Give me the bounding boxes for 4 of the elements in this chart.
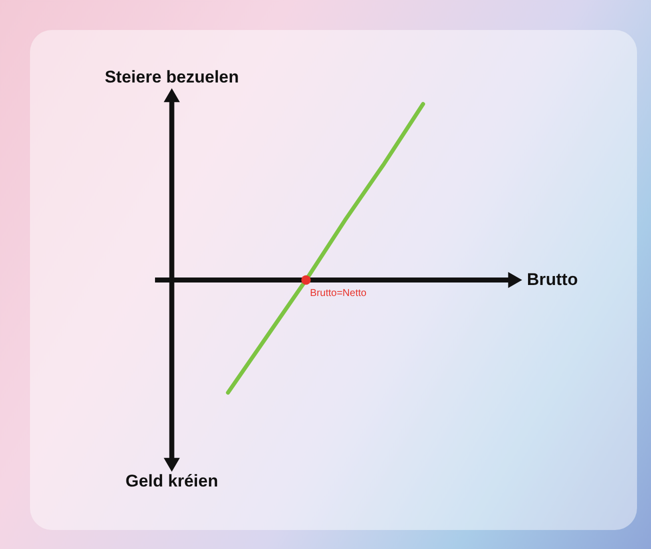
annotation: Brutto=Netto xyxy=(310,288,367,299)
x-axis-title: Brutto xyxy=(526,270,578,289)
text: Geld kréien xyxy=(125,472,218,491)
y-axis-title: Steiere bezuelen xyxy=(104,67,239,86)
